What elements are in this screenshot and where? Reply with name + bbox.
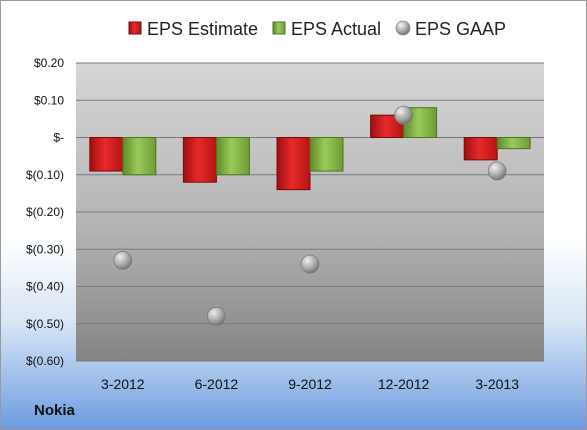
estimate-bar	[89, 137, 124, 172]
x-category-label: 6-2012	[195, 376, 239, 392]
y-tick-label: $(0.60)	[26, 354, 64, 368]
y-tick-label: $0.10	[34, 93, 64, 107]
actual-bar	[309, 137, 344, 172]
legend-swatch	[128, 21, 142, 35]
estimate-bar	[182, 137, 217, 183]
actual-bar	[122, 137, 157, 176]
y-tick-label: $0.20	[34, 56, 64, 70]
x-category-label: 12-2012	[378, 376, 430, 392]
y-tick-label: $(0.50)	[26, 317, 64, 331]
legend-label: EPS Estimate	[147, 19, 258, 39]
legend: EPS Estimate EPS Actual EPS GAAP	[128, 19, 506, 39]
company-name: Nokia	[34, 402, 75, 419]
gaap-marker	[394, 105, 414, 125]
bars	[89, 107, 531, 191]
gaap-marker	[487, 161, 507, 181]
legend-swatch	[395, 20, 411, 36]
legend-label: EPS GAAP	[415, 19, 506, 39]
legend-label: EPS Actual	[291, 19, 381, 39]
estimate-bar	[276, 137, 311, 191]
y-tick-label: $(0.40)	[26, 280, 64, 294]
gaap-marker	[300, 254, 320, 274]
x-category-label: 9-2012	[288, 376, 332, 392]
y-tick-label: $(0.30)	[26, 242, 64, 256]
gaap-markers	[113, 105, 507, 326]
x-category-label: 3-2012	[101, 376, 145, 392]
actual-bar	[215, 137, 250, 176]
y-tick-label: $-	[53, 131, 64, 145]
legend-swatch	[272, 21, 286, 35]
gaap-marker	[206, 306, 226, 326]
y-tick-label: $(0.10)	[26, 168, 64, 182]
gaap-marker	[113, 251, 133, 270]
actual-bar	[496, 137, 531, 150]
y-axis-ticks: $0.20 $0.10 $- $(0.10) $(0.20) $(0.30) $(0.40)…	[26, 56, 64, 368]
x-axis-labels: 3-2012 6-2012 9-2012 12-2012 3-2013	[101, 376, 519, 392]
estimate-bar	[463, 137, 498, 161]
y-tick-label: $(0.20)	[26, 205, 64, 219]
x-category-label: 3-2013	[475, 376, 519, 392]
